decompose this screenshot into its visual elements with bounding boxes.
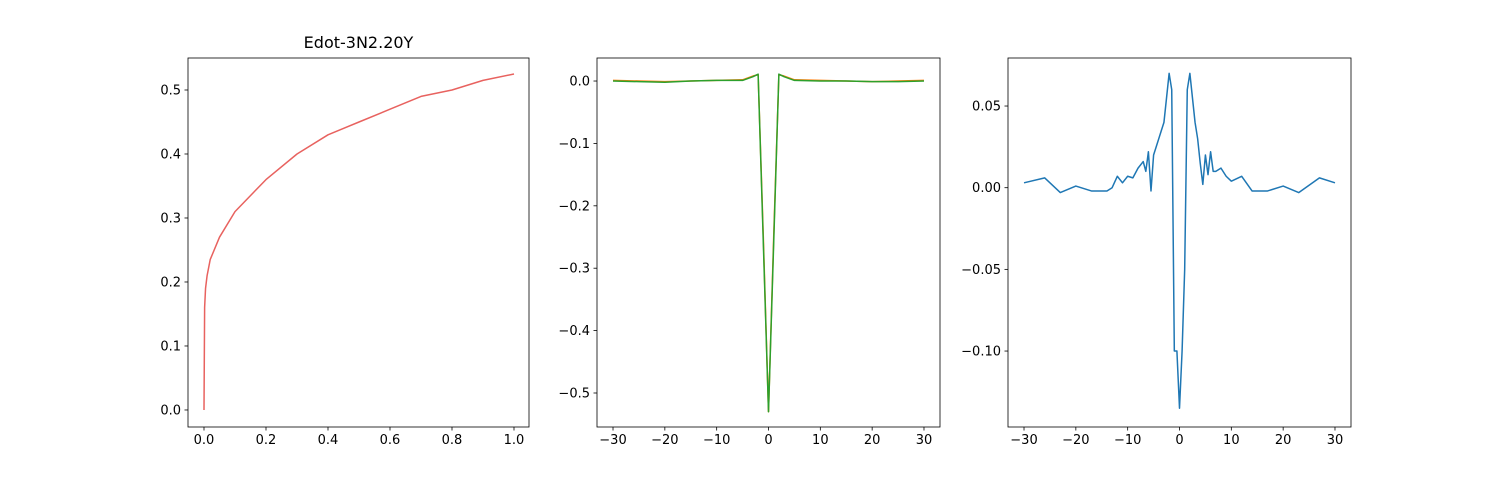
y-tick-label: −0.2 xyxy=(558,199,590,214)
x-tick-label: 0.8 xyxy=(442,433,463,448)
y-tick-label: −0.4 xyxy=(558,324,590,339)
plot-frame xyxy=(187,57,530,428)
y-tick-label: −0.5 xyxy=(558,386,590,401)
x-tick-label: 10 xyxy=(1223,433,1240,448)
x-tick-label: −20 xyxy=(651,433,678,448)
x-tick-label: −30 xyxy=(599,433,626,448)
y-tick-label: 0.0 xyxy=(160,403,181,418)
x-tick-label: 30 xyxy=(1327,433,1344,448)
x-tick-label: 10 xyxy=(812,433,829,448)
plot-frame xyxy=(1007,57,1352,428)
x-tick-label: 0.0 xyxy=(194,433,215,448)
x-tick-label: −20 xyxy=(1062,433,1089,448)
x-tick-label: 0.4 xyxy=(318,433,339,448)
y-tick-label: 0.00 xyxy=(972,181,1001,196)
y-tick-label: −0.1 xyxy=(558,137,590,152)
x-tick-label: 0.2 xyxy=(256,433,277,448)
x-tick-label: 20 xyxy=(864,433,881,448)
x-tick-label: 30 xyxy=(916,433,933,448)
y-tick-label: 0.2 xyxy=(160,275,181,290)
x-tick-label: 0 xyxy=(1175,433,1183,448)
x-tick-label: −30 xyxy=(1010,433,1037,448)
y-tick-label: −0.10 xyxy=(961,345,1001,360)
y-tick-label: 0.1 xyxy=(160,339,181,354)
data-line xyxy=(1023,72,1336,409)
y-tick-label: 0.5 xyxy=(160,83,181,98)
x-tick-label: 0 xyxy=(764,433,772,448)
y-tick-label: 0.0 xyxy=(569,75,590,90)
data-line xyxy=(203,73,515,410)
x-tick-label: 0.6 xyxy=(380,433,401,448)
y-tick-label: 0.3 xyxy=(160,211,181,226)
data-line xyxy=(612,74,925,413)
x-tick-label: 1.0 xyxy=(504,433,525,448)
y-tick-label: −0.3 xyxy=(558,262,590,277)
x-tick-label: 20 xyxy=(1275,433,1292,448)
y-tick-label: −0.05 xyxy=(961,263,1001,278)
x-tick-label: −10 xyxy=(703,433,730,448)
data-line xyxy=(612,73,925,413)
x-tick-label: −10 xyxy=(1114,433,1141,448)
y-tick-label: 0.4 xyxy=(160,147,181,162)
chart-title: Edot-3N2.20Y xyxy=(304,33,414,52)
plot-frame xyxy=(596,57,941,428)
y-tick-label: 0.05 xyxy=(972,100,1001,115)
